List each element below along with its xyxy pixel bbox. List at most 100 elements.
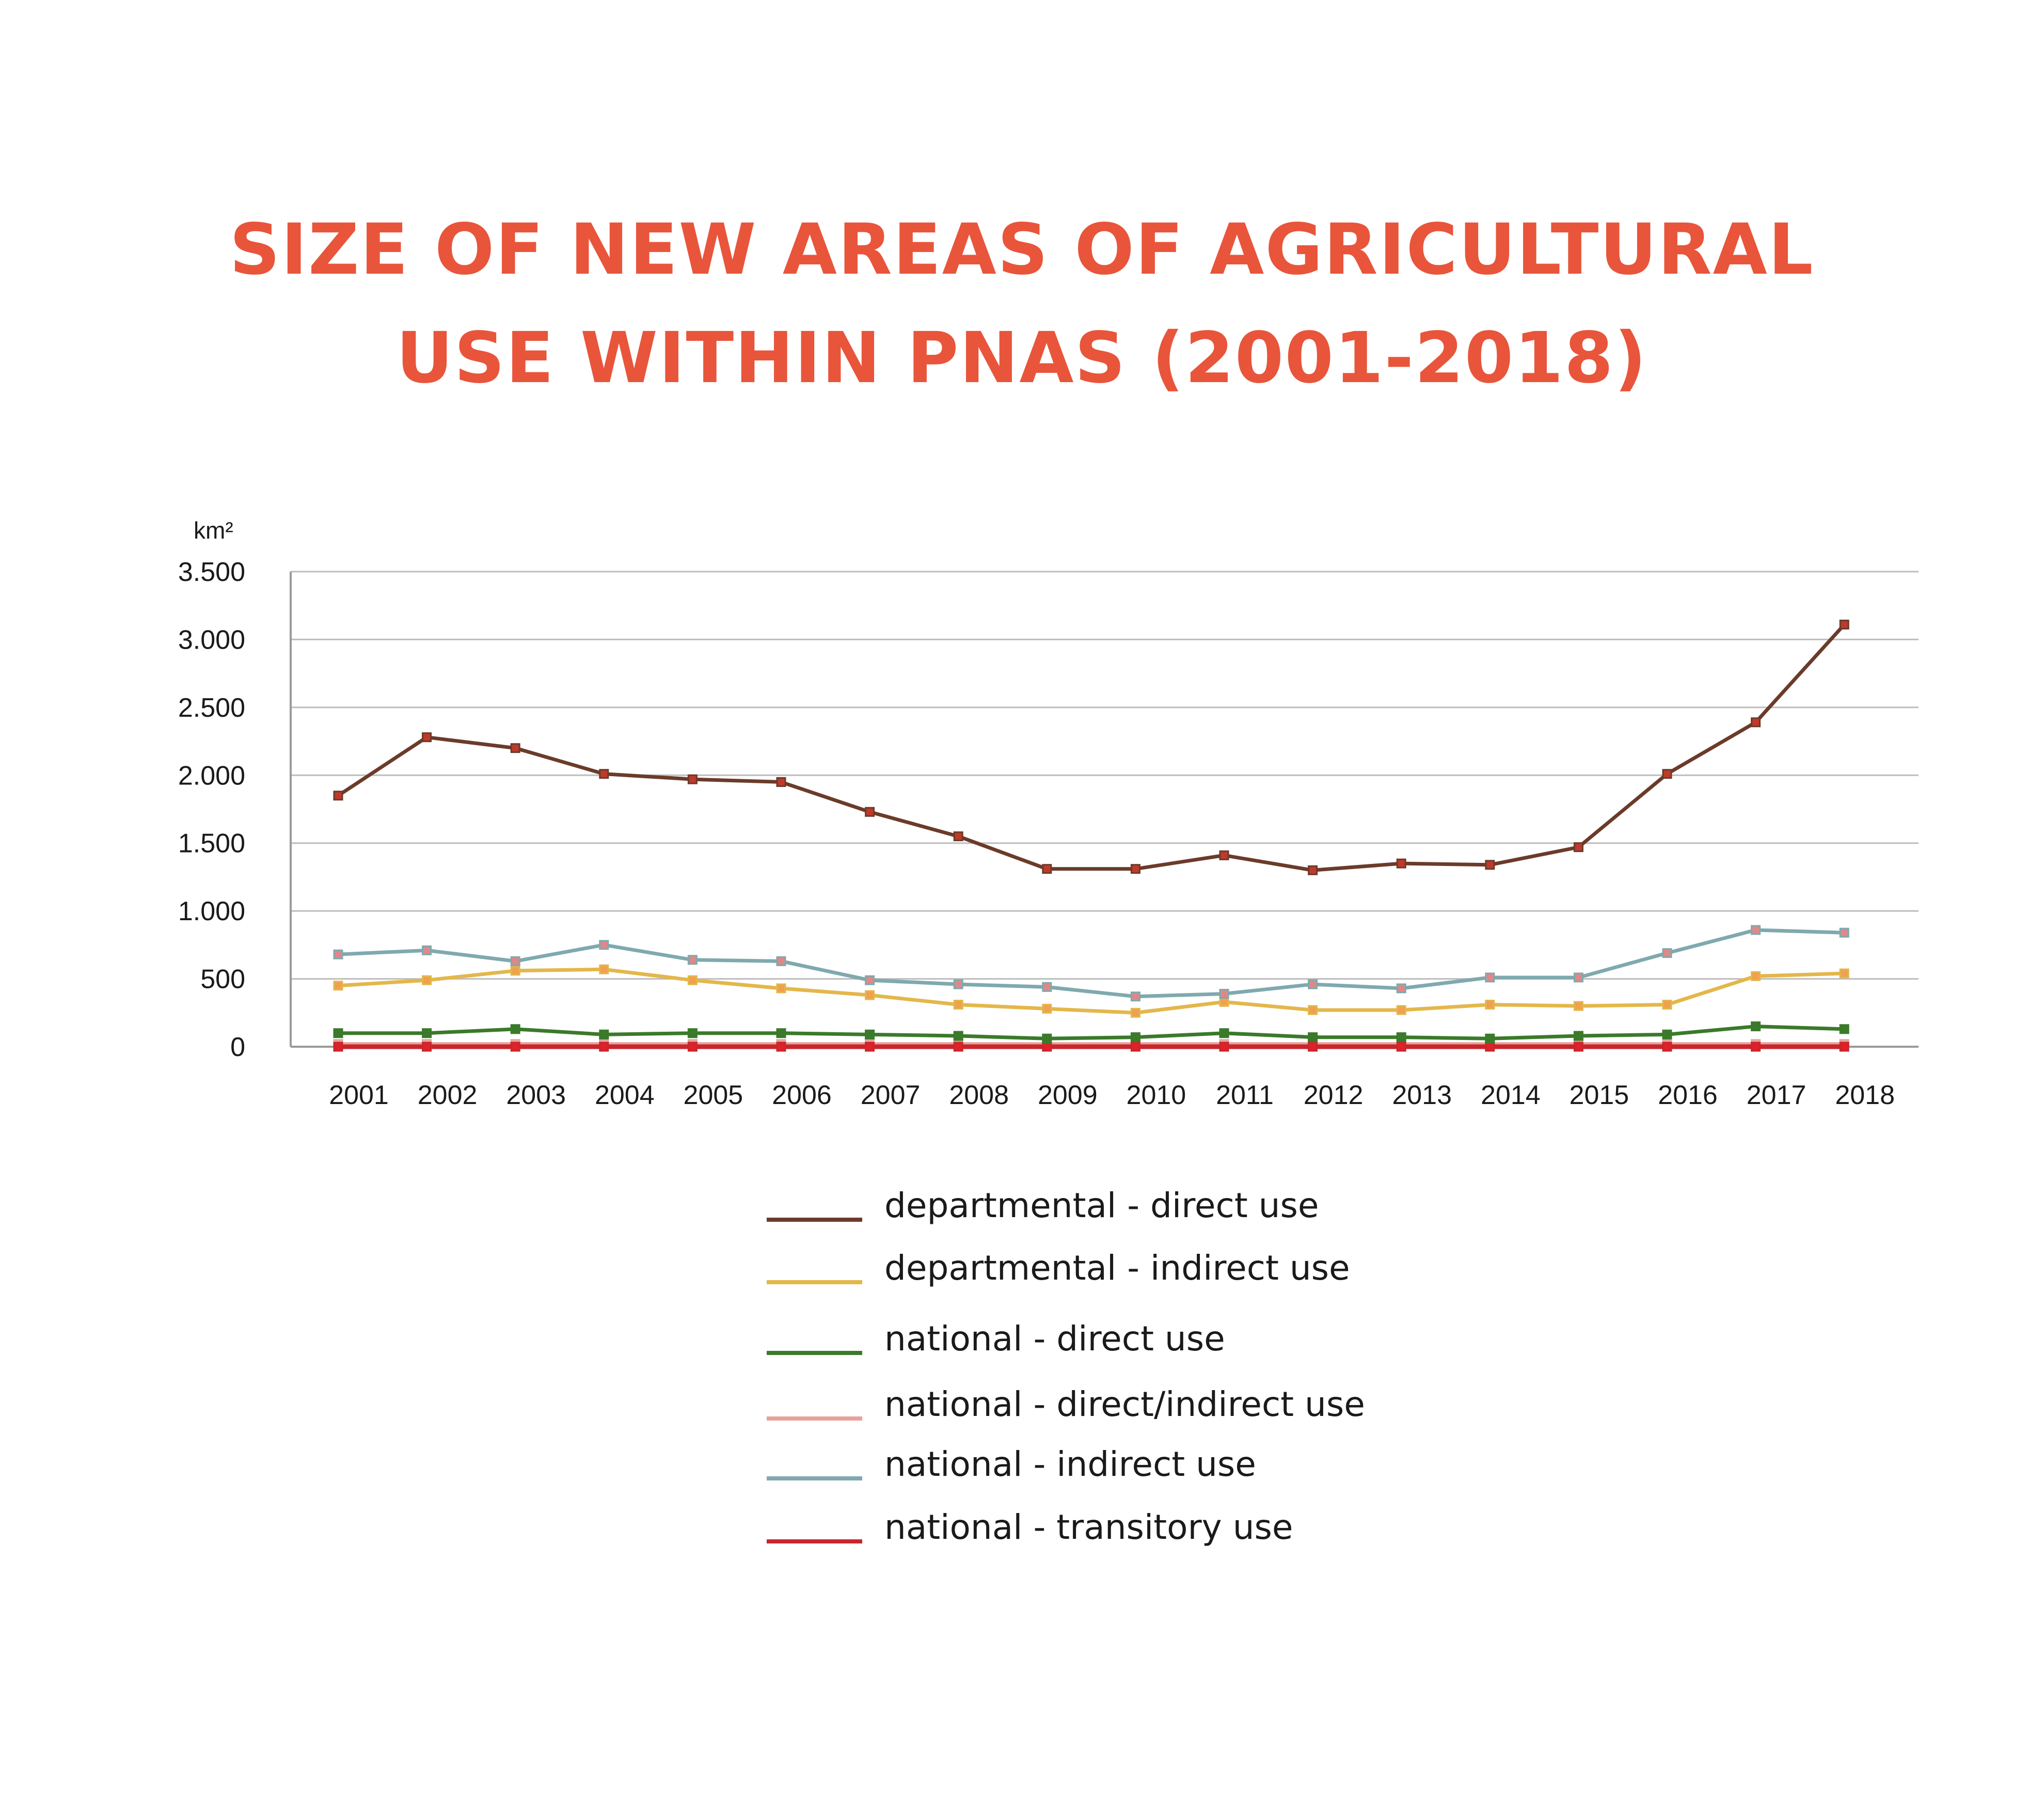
data-point xyxy=(422,975,432,985)
legend: departmental - direct use departmental - … xyxy=(767,1186,1365,1547)
data-point xyxy=(422,732,432,743)
data-point xyxy=(776,777,786,787)
data-point xyxy=(1839,620,1849,630)
data-point xyxy=(687,955,698,965)
legend-item: national - direct/indirect use xyxy=(767,1384,1365,1424)
data-point xyxy=(1396,1032,1406,1043)
data-point xyxy=(776,956,786,966)
x-tick-label: 2010 xyxy=(1127,1080,1186,1110)
data-point xyxy=(1042,1033,1052,1044)
series-line xyxy=(338,967,1845,1015)
data-point xyxy=(510,966,520,976)
x-tick-label: 2017 xyxy=(1747,1080,1807,1110)
legend-label: departmental - direct use xyxy=(884,1186,1319,1225)
x-tick-label: 2006 xyxy=(772,1080,832,1110)
data-point xyxy=(865,990,875,1000)
data-point xyxy=(1219,997,1229,1007)
data-point xyxy=(599,1029,609,1039)
series-line xyxy=(338,928,1845,999)
title-line-2: USE WITHIN PNAS (2001-2018) xyxy=(396,318,1647,399)
data-point xyxy=(1219,1028,1229,1038)
data-point xyxy=(1308,1032,1318,1043)
data-point xyxy=(510,1042,520,1052)
data-point xyxy=(865,1042,875,1052)
data-point xyxy=(1042,864,1052,874)
data-point xyxy=(1219,988,1229,999)
data-point xyxy=(776,983,786,994)
data-point xyxy=(510,956,520,966)
data-point xyxy=(1396,1042,1406,1052)
legend-item: departmental - indirect use xyxy=(767,1248,1350,1288)
data-point xyxy=(1308,1005,1318,1015)
data-point xyxy=(510,1024,520,1034)
data-point xyxy=(1839,1024,1849,1034)
gridlines xyxy=(290,571,1919,1048)
x-tick-label: 2009 xyxy=(1038,1080,1098,1110)
data-point xyxy=(333,1028,343,1038)
y-tick-label: 1.500 xyxy=(178,829,245,859)
data-point xyxy=(1130,1042,1140,1052)
x-tick-label: 2004 xyxy=(595,1080,655,1110)
data-point xyxy=(1308,1042,1318,1052)
data-point xyxy=(1396,858,1406,869)
title-line-1: SIZE OF NEW AREAS OF AGRICULTURAL xyxy=(229,209,1814,291)
data-point xyxy=(422,1028,432,1038)
data-point xyxy=(953,979,963,989)
legend-label: national - direct/indirect use xyxy=(884,1384,1365,1424)
data-point xyxy=(1573,1031,1583,1041)
data-point xyxy=(953,831,963,842)
data-point xyxy=(1396,983,1406,994)
data-point xyxy=(1042,1042,1052,1052)
data-point xyxy=(422,945,432,955)
data-point xyxy=(1662,769,1672,779)
series-line xyxy=(338,1025,1845,1041)
data-point xyxy=(1662,1042,1672,1052)
data-point xyxy=(333,1042,343,1052)
data-point xyxy=(687,975,698,985)
series-4 xyxy=(333,925,1849,1002)
y-axis-unit-label: km² xyxy=(194,517,233,544)
data-point xyxy=(1485,860,1495,870)
x-tick-label: 2003 xyxy=(506,1080,566,1110)
legend-item: national - direct use xyxy=(767,1319,1225,1359)
data-point xyxy=(1485,1033,1495,1044)
legend-item: national - transitory use xyxy=(767,1507,1293,1547)
y-tick-label: 3.000 xyxy=(178,625,245,655)
data-point xyxy=(1219,1042,1229,1052)
data-point xyxy=(333,791,343,801)
data-point xyxy=(687,774,698,784)
data-point xyxy=(1130,1007,1140,1018)
data-point xyxy=(1751,1042,1761,1052)
data-point xyxy=(1751,971,1761,981)
data-point xyxy=(1839,1042,1849,1052)
series-lines xyxy=(333,620,1849,1052)
data-point xyxy=(865,975,875,985)
x-tick-label: 2008 xyxy=(949,1080,1009,1110)
y-tick-label: 0 xyxy=(230,1032,245,1062)
x-tick-label: 2016 xyxy=(1658,1080,1718,1110)
data-point xyxy=(1130,991,1140,1002)
x-tick-label: 2015 xyxy=(1570,1080,1629,1110)
data-point xyxy=(1130,1032,1140,1043)
data-point xyxy=(1485,972,1495,983)
y-tick-label: 2.000 xyxy=(178,761,245,791)
chart-title: SIZE OF NEW AREAS OF AGRICULTURAL USE WI… xyxy=(229,209,1814,399)
data-point xyxy=(1573,972,1583,983)
data-point xyxy=(1662,948,1672,958)
data-point xyxy=(953,1000,963,1010)
series-0 xyxy=(333,620,1849,875)
y-tick-label: 500 xyxy=(200,965,245,995)
x-tick-label: 2002 xyxy=(418,1080,478,1110)
series-5 xyxy=(333,1042,1849,1052)
y-tick-label: 3.500 xyxy=(178,557,245,587)
data-point xyxy=(599,940,609,950)
legend-label: departmental - indirect use xyxy=(884,1248,1350,1288)
data-point xyxy=(1396,1005,1406,1015)
data-point xyxy=(953,1042,963,1052)
x-tick-label: 2018 xyxy=(1835,1080,1895,1110)
legend-item: departmental - direct use xyxy=(767,1186,1319,1225)
data-point xyxy=(1308,979,1318,989)
data-point xyxy=(1485,1042,1495,1052)
data-point xyxy=(1839,968,1849,979)
